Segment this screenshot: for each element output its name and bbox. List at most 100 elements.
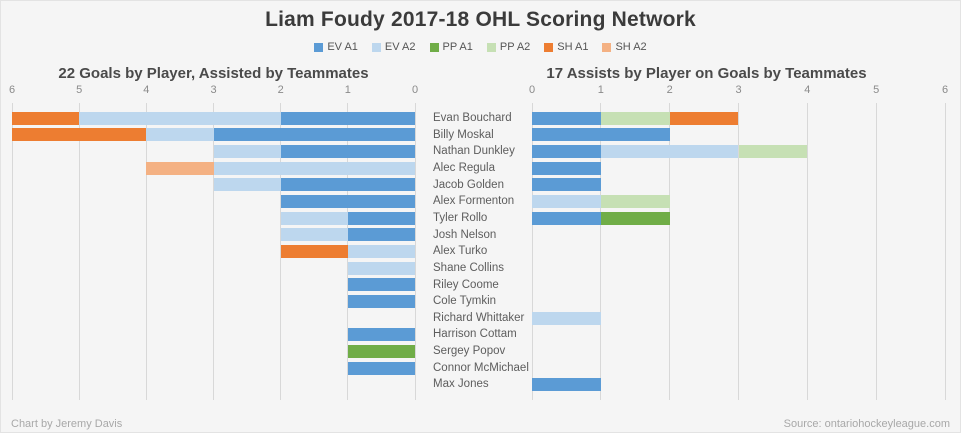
bar-segment[interactable] bbox=[738, 145, 808, 159]
bar-segment[interactable] bbox=[532, 195, 601, 209]
bar-segment[interactable] bbox=[347, 278, 415, 292]
goals-plot bbox=[11, 103, 416, 400]
bar-segment[interactable] bbox=[280, 111, 415, 125]
bar-segment[interactable] bbox=[532, 161, 601, 175]
legend-label: SH A2 bbox=[615, 41, 647, 53]
bar-segment[interactable] bbox=[12, 128, 147, 142]
bar-segment[interactable] bbox=[532, 211, 601, 225]
bar-segment[interactable] bbox=[600, 145, 739, 159]
legend-item-sh-a2[interactable]: SH A2 bbox=[602, 41, 647, 53]
legend: EV A1 EV A2 PP A1 PP A2 SH A1 SH A2 bbox=[0, 41, 961, 53]
player-label: Billy Moskal bbox=[433, 128, 494, 141]
bar-segment[interactable] bbox=[280, 195, 415, 209]
bar-segment[interactable] bbox=[532, 178, 601, 192]
legend-swatch-icon bbox=[544, 42, 554, 52]
gridline bbox=[944, 103, 946, 400]
axis-tick: 1 bbox=[344, 84, 351, 96]
bar-segment[interactable] bbox=[12, 111, 80, 125]
bar-segment[interactable] bbox=[146, 161, 214, 175]
player-label: Tyler Rollo bbox=[433, 211, 488, 224]
gridline bbox=[531, 103, 533, 400]
axis-tick: 3 bbox=[735, 84, 742, 96]
axis-tick: 5 bbox=[76, 84, 83, 96]
gridline bbox=[738, 103, 739, 400]
bar-segment[interactable] bbox=[347, 294, 415, 308]
legend-item-pp-a1[interactable]: PP A1 bbox=[429, 41, 473, 53]
legend-item-pp-a2[interactable]: PP A2 bbox=[486, 41, 531, 53]
bar-segment[interactable] bbox=[280, 211, 348, 225]
legend-item-sh-a1[interactable]: SH A1 bbox=[544, 41, 588, 53]
player-label: Nathan Dunkley bbox=[433, 145, 515, 158]
bar-segment[interactable] bbox=[347, 211, 415, 225]
bar-segment[interactable] bbox=[213, 161, 415, 175]
axis-tick: 6 bbox=[941, 84, 949, 96]
bar-segment[interactable] bbox=[532, 111, 601, 125]
player-label: Evan Bouchard bbox=[433, 112, 512, 124]
legend-label: PP A2 bbox=[499, 41, 531, 53]
bar-segment[interactable] bbox=[213, 145, 281, 159]
player-label: Connor McMichael bbox=[433, 361, 529, 374]
bar-segment[interactable] bbox=[347, 344, 415, 358]
legend-swatch-icon bbox=[486, 42, 496, 52]
axis-tick: 5 bbox=[873, 84, 880, 96]
player-label: Josh Nelson bbox=[433, 228, 497, 241]
bar-segment[interactable] bbox=[532, 128, 670, 142]
axis-tick: 0 bbox=[411, 84, 419, 96]
player-label: Max Jones bbox=[433, 378, 489, 391]
axis-tick: 1 bbox=[597, 84, 604, 96]
bar-segment[interactable] bbox=[347, 245, 415, 259]
gridline bbox=[600, 103, 602, 400]
player-label: Alec Regula bbox=[433, 161, 496, 174]
chart-title: Liam Foudy 2017-18 OHL Scoring Network bbox=[265, 8, 696, 31]
credit-text: Chart by Jeremy Davis bbox=[11, 418, 123, 430]
bar-segment[interactable] bbox=[280, 245, 348, 259]
bar-segment[interactable] bbox=[146, 128, 214, 142]
player-label: Sergey Popov bbox=[433, 345, 506, 358]
bar-segment[interactable] bbox=[280, 228, 348, 242]
bar-segment[interactable] bbox=[600, 195, 670, 209]
legend-item-ev-a1[interactable]: EV A1 bbox=[314, 41, 358, 53]
axis-tick: 2 bbox=[277, 84, 284, 96]
legend-label: EV A1 bbox=[327, 41, 358, 53]
player-label: Harrison Cottam bbox=[433, 328, 517, 341]
gridline bbox=[145, 103, 147, 400]
legend-label: SH A1 bbox=[557, 41, 589, 53]
player-label: Jacob Golden bbox=[433, 178, 504, 191]
bar-segment[interactable] bbox=[532, 311, 601, 325]
axis-tick: 2 bbox=[666, 84, 673, 96]
gridline bbox=[806, 103, 808, 400]
bar-segment[interactable] bbox=[532, 145, 601, 159]
goals-panel-title: 22 Goals by Player, Assisted by Teammate… bbox=[58, 65, 369, 82]
bar-segment[interactable] bbox=[347, 228, 415, 242]
bar-segment[interactable] bbox=[669, 111, 739, 125]
bar-segment[interactable] bbox=[600, 211, 670, 225]
assists-panel-title: 17 Assists by Player on Goals by Teammat… bbox=[546, 65, 867, 82]
player-label: Richard Whittaker bbox=[433, 311, 525, 324]
player-label: Cole Tymkin bbox=[433, 295, 497, 308]
gridline bbox=[414, 103, 416, 400]
legend-swatch-icon bbox=[602, 42, 612, 52]
axis-tick: 0 bbox=[528, 84, 536, 96]
player-label: Alex Turko bbox=[433, 245, 488, 258]
bar-segment[interactable] bbox=[600, 111, 670, 125]
bar-segment[interactable] bbox=[79, 111, 281, 125]
legend-label: EV A2 bbox=[384, 41, 416, 53]
bar-segment[interactable] bbox=[213, 128, 415, 142]
bar-segment[interactable] bbox=[280, 178, 415, 192]
axis-tick: 4 bbox=[804, 84, 811, 96]
legend-swatch-icon bbox=[429, 42, 439, 52]
axis-tick: 4 bbox=[143, 84, 150, 96]
axis-tick: 6 bbox=[8, 84, 16, 96]
axis-tick: 3 bbox=[210, 84, 217, 96]
bar-segment[interactable] bbox=[280, 145, 415, 159]
gridline bbox=[280, 103, 282, 400]
source-text: Source: ontariohockeyleague.com bbox=[783, 418, 950, 430]
bar-segment[interactable] bbox=[532, 378, 601, 392]
bar-segment[interactable] bbox=[347, 328, 415, 342]
bar-segment[interactable] bbox=[347, 361, 415, 375]
bar-segment[interactable] bbox=[347, 261, 415, 275]
player-labels: Evan Bouchard Billy Moskal Nathan Dunkley A… bbox=[433, 103, 530, 400]
bar-segment[interactable] bbox=[213, 178, 281, 192]
legend-swatch-icon bbox=[314, 42, 324, 52]
legend-item-ev-a2[interactable]: EV A2 bbox=[371, 41, 416, 53]
